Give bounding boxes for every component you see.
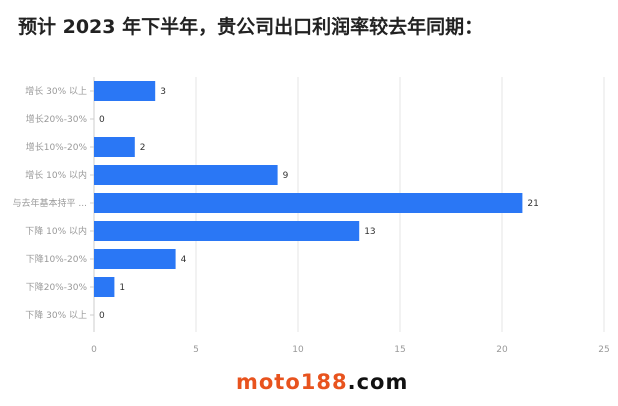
bar <box>94 137 135 157</box>
y-tick-label: 增长 30% 以上 <box>25 85 87 97</box>
data-label: 9 <box>283 171 289 181</box>
data-label: 4 <box>181 255 187 265</box>
y-tick-label: 下降 30% 以上 <box>25 309 87 321</box>
data-label: 0 <box>99 115 105 125</box>
chart-title: 预计 2023 年下半年，贵公司出口利润率较去年同期： <box>18 16 484 38</box>
y-tick-label: 下降20%-30% <box>26 281 88 293</box>
bar <box>94 81 156 101</box>
data-label: 0 <box>99 311 105 321</box>
data-label: 13 <box>364 227 375 237</box>
watermark-part2: .com <box>347 370 409 394</box>
y-tick-label: 与去年基本持平 ... <box>13 197 87 209</box>
data-label: 3 <box>160 87 166 97</box>
watermark-part1: moto188 <box>236 370 348 394</box>
x-tick-label: 15 <box>394 345 405 355</box>
y-tick-label: 增长 10% 以内 <box>25 169 87 181</box>
x-tick-label: 25 <box>598 345 609 355</box>
data-label: 21 <box>527 199 538 209</box>
data-label: 2 <box>140 143 146 153</box>
y-tick-label: 下降 10% 以内 <box>25 225 87 237</box>
x-tick-label: 5 <box>193 345 199 355</box>
bar <box>94 277 115 297</box>
y-tick-label: 增长10%-20% <box>26 141 88 153</box>
watermark: moto188.com <box>236 370 408 394</box>
x-tick-label: 10 <box>292 345 304 355</box>
y-tick-label: 增长20%-30% <box>26 113 88 125</box>
bar <box>94 193 523 213</box>
y-tick-label: 下降10%-20% <box>26 253 88 265</box>
data-label: 1 <box>119 283 125 293</box>
bar <box>94 249 176 269</box>
bar <box>94 165 278 185</box>
x-tick-label: 0 <box>91 345 97 355</box>
bar <box>94 221 360 241</box>
x-tick-label: 20 <box>496 345 508 355</box>
